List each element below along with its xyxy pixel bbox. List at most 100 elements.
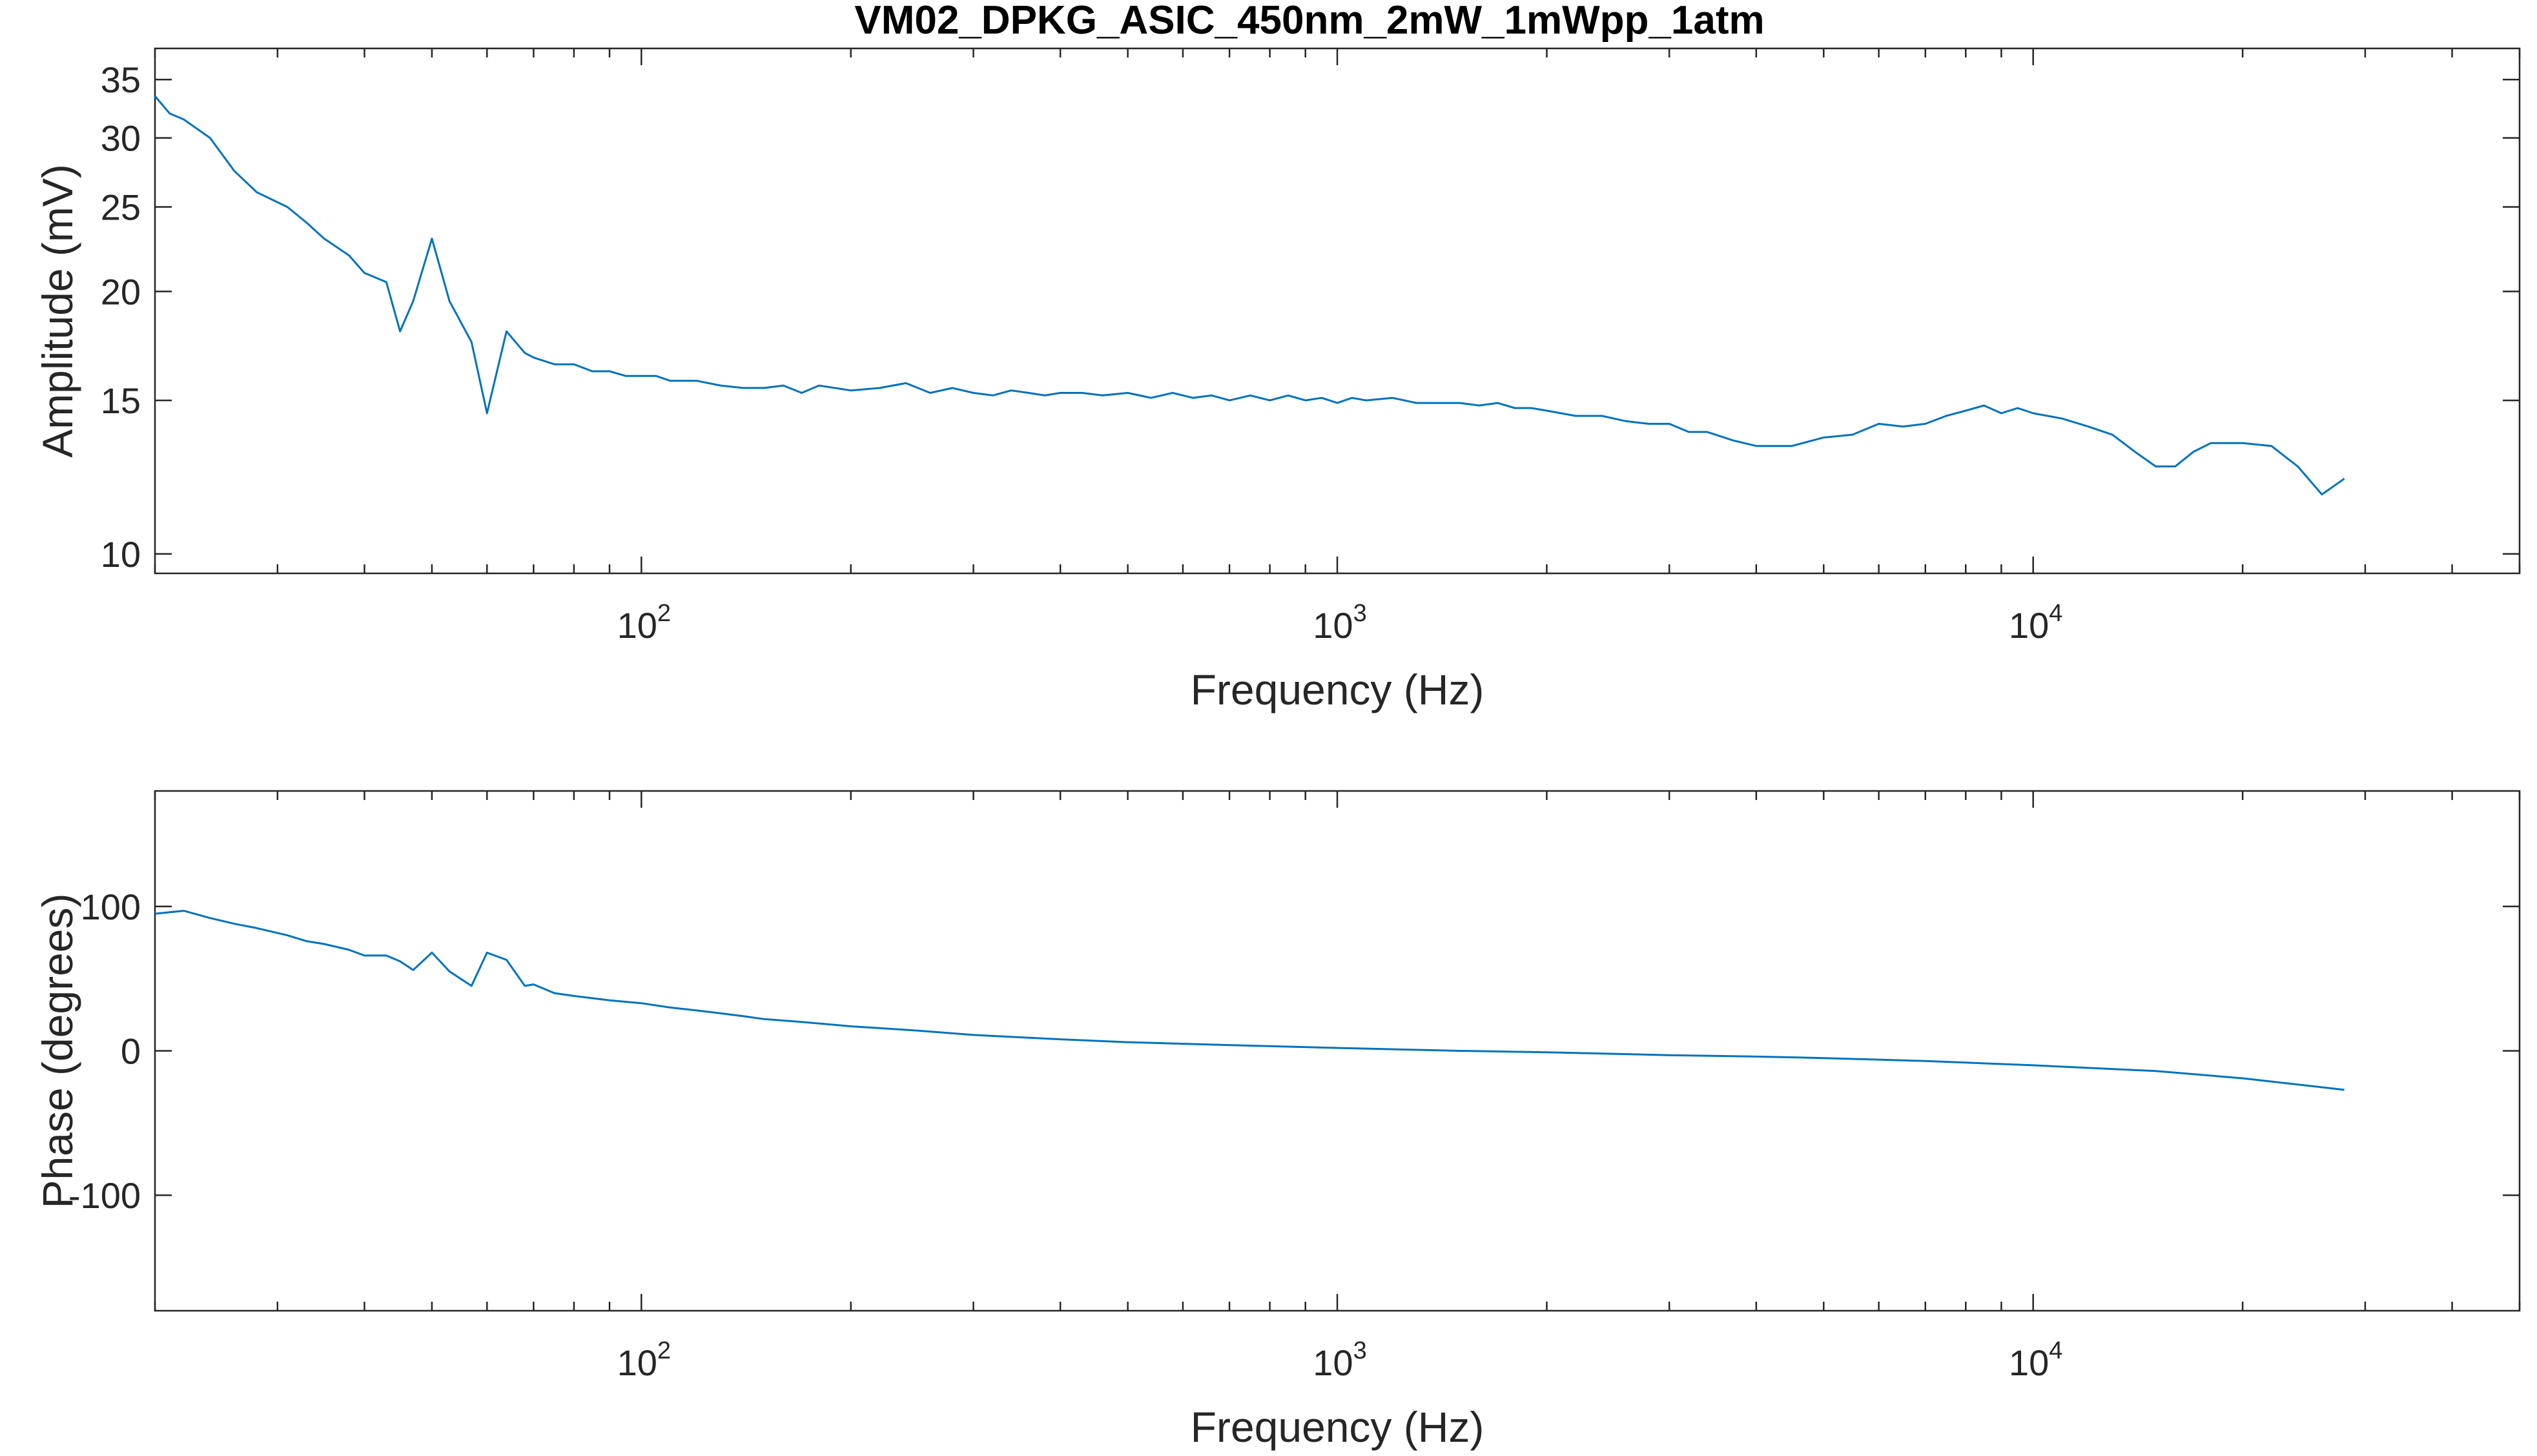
phase-data-point	[572, 994, 576, 998]
amplitude-data-point	[639, 374, 643, 378]
amplitude-y-tick-label: 35	[101, 59, 141, 100]
phase-data-point	[485, 950, 489, 954]
amplitude-data-point	[668, 379, 672, 383]
phase-data-point	[762, 1017, 766, 1021]
phase-data-point	[1667, 1053, 1671, 1057]
phase-data-point	[719, 1011, 723, 1015]
phase-data-point	[741, 1014, 745, 1018]
phase-data-point	[971, 1033, 975, 1037]
phase-data-point	[469, 984, 473, 988]
phase-data-point	[2343, 1088, 2347, 1092]
phase-data-point	[668, 1005, 672, 1009]
phase-data-point	[608, 998, 611, 1002]
amplitude-data-point	[608, 369, 611, 373]
phase-data-point	[553, 991, 557, 995]
amplitude-data-point	[1667, 422, 1671, 426]
amplitude-data-point	[304, 220, 308, 224]
phase-data-point	[430, 950, 434, 954]
amplitude-data-point	[1624, 419, 1628, 423]
phase-data-point	[2153, 1069, 2157, 1073]
phase-data-point	[362, 954, 366, 958]
amplitude-data-point	[1731, 438, 1734, 442]
amplitude-data-point	[1171, 391, 1175, 395]
amplitude-data-point	[168, 112, 172, 116]
amplitude-data-point	[849, 389, 853, 393]
phase-data-point	[232, 922, 236, 926]
amplitude-data-point	[1999, 411, 2003, 415]
amplitude-data-point	[1574, 414, 1577, 418]
amplitude-data-point	[1901, 425, 1905, 429]
amplitude-data-point	[1545, 409, 1548, 413]
amplitude-data-point	[1495, 401, 1499, 405]
amplitude-data-point	[1286, 393, 1290, 397]
amplitude-data-point	[2343, 477, 2347, 480]
phase-data-point	[398, 959, 402, 963]
amplitude-data-point	[384, 280, 388, 284]
amplitude-data-point	[1600, 414, 1604, 418]
amplitude-x-axis-label: Frequency (Hz)	[1191, 666, 1484, 713]
amplitude-data-point	[447, 299, 451, 303]
amplitude-data-point	[1248, 393, 1252, 397]
amplitude-data-point	[2209, 441, 2213, 445]
phase-data-point	[916, 1029, 920, 1032]
phase-y-tick-label: -100	[68, 1175, 141, 1216]
amplitude-data-point	[929, 391, 932, 395]
amplitude-data-point	[1210, 393, 1214, 397]
amplitude-data-point	[362, 271, 366, 275]
amplitude-data-point	[2296, 464, 2299, 468]
amplitude-y-tick-label: 25	[101, 187, 141, 228]
amplitude-data-point	[2270, 444, 2274, 448]
phase-data-point	[800, 1020, 804, 1024]
amplitude-data-point	[411, 299, 415, 303]
amplitude-data-point	[182, 118, 186, 121]
amplitude-data-point	[2133, 450, 2137, 454]
amplitude-y-tick-label: 15	[101, 380, 141, 421]
phase-data-point	[849, 1024, 853, 1028]
phase-data-point	[1924, 1059, 1927, 1063]
amplitude-data-point	[1149, 396, 1153, 400]
phase-data-point	[208, 916, 212, 920]
amplitude-data-point	[469, 340, 473, 344]
phase-data-point	[182, 909, 186, 913]
amplitude-data-point	[991, 393, 995, 397]
amplitude-data-point	[719, 384, 723, 387]
phase-data-point	[1058, 1038, 1062, 1041]
amplitude-data-point	[1080, 391, 1084, 395]
amplitude-data-point	[950, 386, 954, 390]
amplitude-data-point	[1982, 404, 1986, 407]
amplitude-y-tick-label: 10	[101, 534, 141, 575]
amplitude-data-point	[2111, 433, 2115, 436]
amplitude-x-tick-label: 102	[617, 600, 671, 646]
amplitude-data-point	[971, 391, 975, 395]
phase-data-point	[1822, 1056, 1825, 1060]
amplitude-data-point	[504, 329, 508, 333]
amplitude-x-tick-label: 104	[2009, 600, 2062, 646]
amplitude-data-point	[624, 374, 628, 378]
phase-y-tick-label: 0	[121, 1031, 141, 1072]
amplitude-data-point	[817, 384, 821, 387]
amplitude-y-tick-label: 30	[101, 118, 141, 159]
phase-y-tick-label: 100	[81, 887, 141, 927]
amplitude-data-point	[1458, 401, 1462, 405]
amplitude-data-point	[904, 381, 908, 385]
amplitude-data-point	[1350, 396, 1354, 400]
chart-title: VM02_DPKG_ASIC_450nm_2mW_1mWpp_1atm	[854, 0, 1764, 43]
phase-data-point	[153, 912, 157, 916]
amplitude-data-point	[2192, 450, 2195, 454]
amplitude-data-point	[2086, 425, 2090, 429]
amplitude-data-point	[1647, 422, 1650, 426]
amplitude-data-point	[1009, 389, 1013, 393]
phase-data-point	[695, 1009, 699, 1012]
amplitude-data-point	[781, 384, 785, 387]
phase-data-point	[2031, 1063, 2035, 1067]
phase-data-point	[1126, 1040, 1130, 1044]
amplitude-data-point	[398, 329, 402, 333]
amplitude-y-tick-label: 20	[101, 271, 141, 312]
amplitude-data-point	[741, 386, 745, 390]
phase-data-point	[347, 948, 351, 952]
phase-data-point	[639, 1001, 643, 1005]
amplitude-data-point	[1529, 406, 1533, 410]
amplitude-data-point	[2060, 416, 2064, 420]
amplitude-data-point	[654, 374, 658, 378]
amplitude-data-point	[1822, 436, 1825, 440]
